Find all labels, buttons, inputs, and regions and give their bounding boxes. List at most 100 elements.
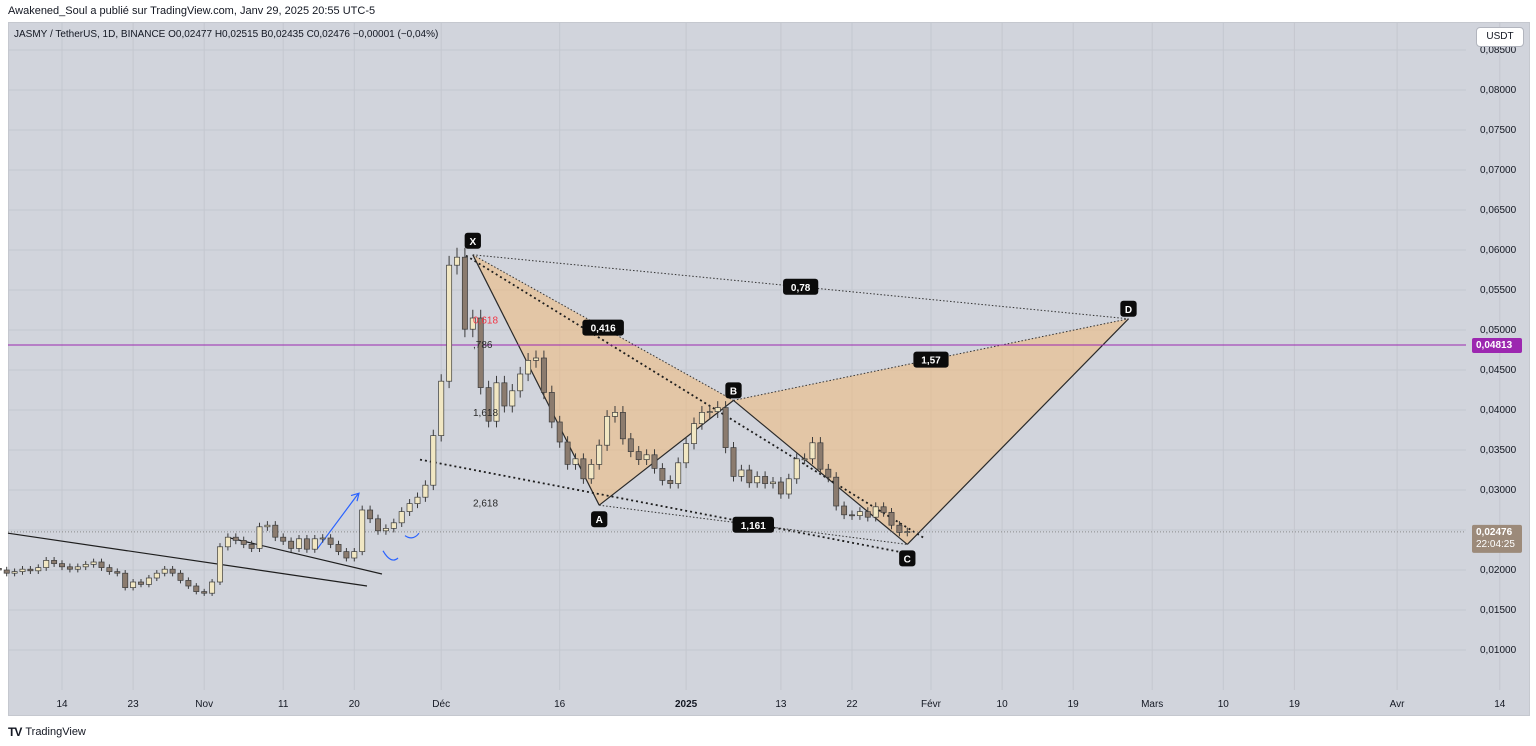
price-tick-label: 0,01500 — [1480, 605, 1517, 616]
price-tick-label: 0,07500 — [1480, 125, 1517, 136]
candle-body — [406, 503, 413, 512]
candle-body — [177, 572, 184, 581]
time-tick-label: 2025 — [675, 699, 698, 710]
candle-body — [738, 469, 745, 477]
trendlines — [7, 254, 1466, 587]
candle-body — [643, 454, 650, 460]
tradingview-logo-icon: TV — [8, 725, 22, 739]
candle-body — [398, 511, 405, 524]
candle-body — [351, 551, 358, 559]
candle-body — [390, 522, 397, 529]
time-tick-label: 19 — [1068, 699, 1080, 710]
candle-body — [619, 412, 626, 440]
candle-body — [509, 390, 516, 407]
candle-body — [280, 536, 287, 542]
price-tick-label: 0,03000 — [1480, 485, 1517, 496]
trendline-lower-dotted — [419, 458, 916, 556]
price-tick-label: 0,03500 — [1480, 445, 1517, 456]
candle-body — [138, 581, 144, 585]
candle-body — [240, 540, 247, 545]
pattern-point-label-badge — [899, 550, 916, 567]
candle-body — [777, 481, 784, 495]
price-tick-label: 0,05500 — [1480, 285, 1517, 296]
up-arrow-icon — [316, 493, 359, 550]
candle-body — [51, 560, 58, 564]
candle-body — [683, 443, 690, 464]
pattern-ratio-line — [733, 318, 1129, 401]
pattern-point-label-badge — [1120, 300, 1137, 317]
pattern-triangle — [472, 254, 734, 506]
candle-body — [849, 514, 855, 517]
up-arrowhead-icon — [350, 492, 360, 502]
candle-body — [454, 256, 460, 266]
candle-body — [272, 524, 279, 538]
chart-grid — [8, 22, 1501, 690]
time-tick-label: 22 — [846, 699, 858, 710]
candle-body — [422, 484, 429, 498]
candle-body — [880, 506, 887, 513]
pattern-ratio-label: 1,57 — [921, 356, 941, 367]
candle-body — [359, 509, 366, 552]
candle-body — [217, 546, 223, 583]
candle-body — [580, 458, 587, 480]
candle-body — [43, 560, 50, 568]
candle-body — [501, 382, 508, 407]
candle-body — [793, 458, 800, 480]
candle-body — [706, 411, 713, 413]
current-price: 0,02476 — [1476, 527, 1513, 538]
candle-body — [698, 412, 705, 424]
candle-body — [256, 526, 263, 549]
price-tick-label: 0,07000 — [1480, 165, 1517, 176]
candle-body — [98, 561, 105, 568]
candle-body — [193, 585, 200, 592]
candle-body — [477, 317, 484, 388]
time-tick-label: 19 — [1289, 699, 1301, 710]
candle-body — [185, 580, 192, 587]
candle-body — [106, 567, 113, 572]
tradingview-logo[interactable]: TV TradingView — [8, 725, 86, 739]
candle-body — [864, 511, 871, 518]
candle-body — [888, 512, 895, 526]
harmonic-pattern — [472, 254, 1129, 545]
pattern-leg — [598, 399, 734, 506]
chart-pane[interactable] — [8, 22, 1530, 716]
pattern-point-label: A — [596, 515, 603, 526]
price-tick-label: 0,02000 — [1480, 565, 1517, 576]
candle-body — [19, 568, 26, 572]
time-tick-label: 14 — [56, 699, 68, 710]
candle-body — [612, 412, 618, 417]
candle-body — [130, 581, 137, 588]
candle-body — [153, 572, 160, 579]
price-tick-label: 0,08000 — [1480, 85, 1517, 96]
time-tick-label: Déc — [432, 699, 450, 710]
candle-body — [635, 451, 642, 460]
time-tick-label: 13 — [775, 699, 787, 710]
candle-body — [517, 373, 524, 392]
candle-body — [540, 357, 547, 393]
time-tick-label: 16 — [554, 699, 566, 710]
candle-body — [548, 392, 555, 423]
candle-body — [414, 496, 421, 504]
candle-body — [461, 256, 468, 330]
price-tick-label: 0,01000 — [1480, 645, 1517, 656]
symbol-legend: JASMY / TetherUS, 1D, BINANCE O0,02477 H… — [14, 29, 439, 40]
currency-unit-button[interactable]: USDT — [1476, 27, 1524, 47]
candle-body — [114, 571, 121, 574]
publisher-line: Awakened_Soul a publié sur TradingView.c… — [8, 5, 376, 17]
candle-body — [66, 566, 73, 570]
candle-body — [209, 581, 216, 594]
candle-body — [596, 444, 603, 465]
pattern-ratio-label-badge — [783, 278, 819, 295]
candle-body — [754, 476, 761, 484]
price-tick-label: 0,06000 — [1480, 245, 1517, 256]
candle-body — [856, 511, 863, 516]
candle-body — [469, 317, 476, 330]
candle-body — [485, 387, 492, 422]
current-price-countdown: 22:04:25 — [1476, 539, 1515, 550]
time-tick-label: 11 — [278, 699, 289, 710]
time-tick-label: 14 — [1494, 699, 1506, 710]
candle-body — [651, 454, 658, 469]
candle-body — [809, 442, 816, 460]
candle-body — [746, 469, 753, 484]
